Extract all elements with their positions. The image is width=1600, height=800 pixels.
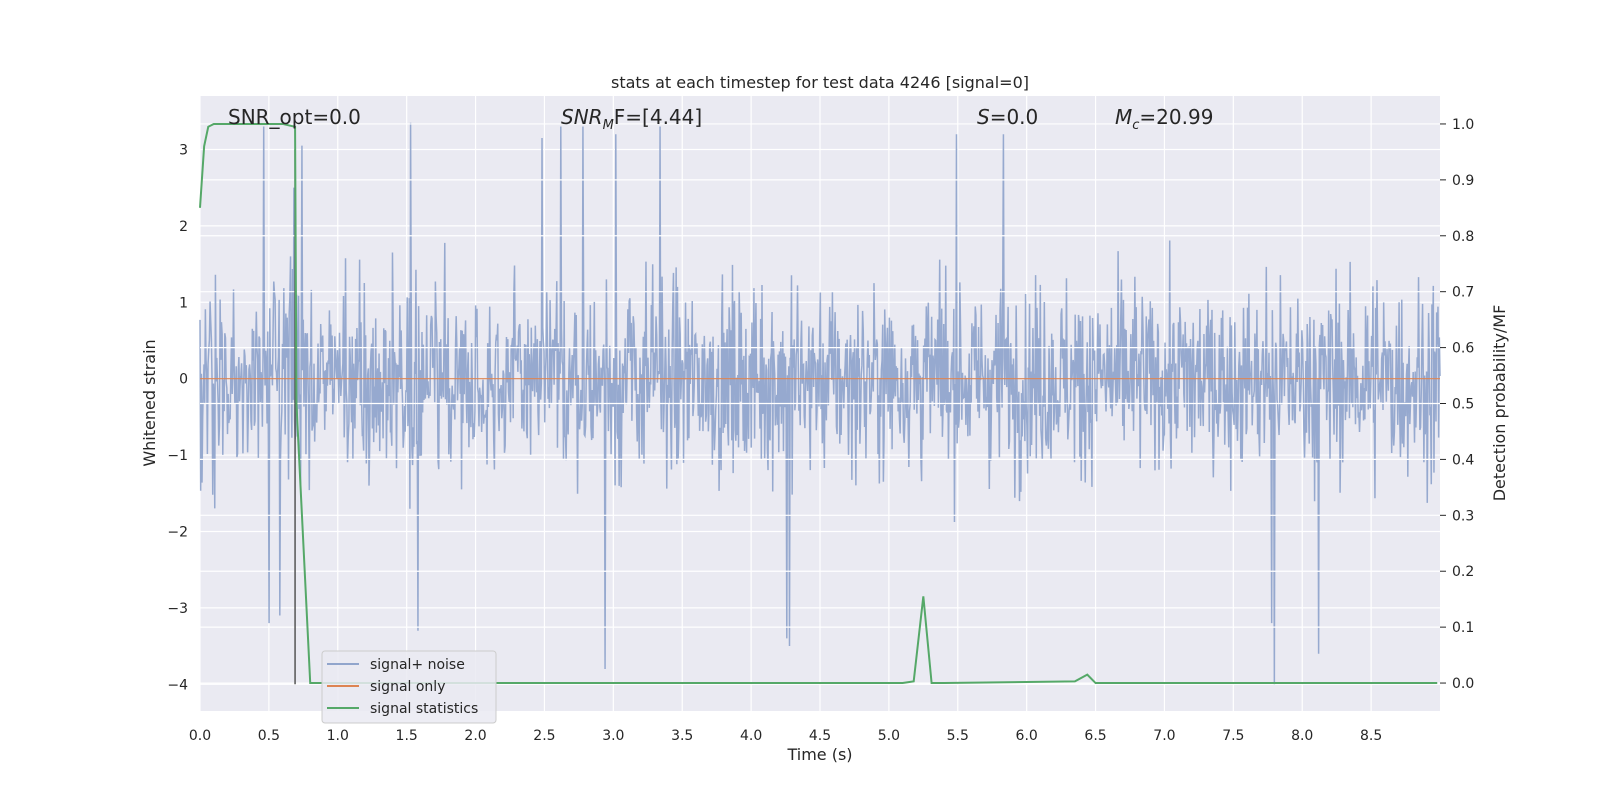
y-right-tick-label: 0.9	[1452, 173, 1474, 189]
y-right-tick-label: 0.0	[1452, 676, 1474, 692]
x-tick-label: 1.5	[396, 728, 418, 744]
annotation-mc: Mc=20.99	[1115, 105, 1213, 133]
x-tick-label: 8.0	[1291, 728, 1313, 744]
y-right-tick-marks	[1440, 123, 1446, 684]
annotation-s-main: S	[977, 105, 990, 129]
annotation-snr-mf-tail: F=[4.44]	[614, 105, 702, 129]
y-right-tick-label: 0.3	[1452, 508, 1474, 524]
x-tick-label: 0.5	[258, 728, 280, 744]
y-right-tick-labels: 0.0 0.1 0.2 0.3 0.4 0.5 0.6 0.7 0.8 0.9 1.0	[1452, 117, 1474, 692]
series-signal-noise-line	[199, 122, 1441, 685]
y-left-axis-title: Whitened strain	[140, 339, 159, 466]
annotation-s-tail: =0.0	[990, 105, 1039, 129]
y-right-axis-title: Detection probability/MF	[1490, 305, 1509, 502]
annotations: SNR_opt=0.0 SNRMF=[4.44] S=0.0 Mc=20.99	[228, 105, 1213, 133]
annotation-snr-mf: SNRMF=[4.44]	[561, 105, 702, 133]
y-right-tick-label: 0.7	[1452, 285, 1474, 301]
annotation-snr-opt: SNR_opt=0.0	[228, 105, 361, 129]
x-tick-label: 5.5	[947, 728, 969, 744]
annotation-mc-sub: c	[1132, 118, 1139, 133]
x-tick-label: 6.0	[1016, 728, 1038, 744]
x-tick-label: 7.0	[1153, 728, 1175, 744]
annotation-snr-mf-main: SNR	[561, 105, 603, 129]
legend-label-signal-statistics: signal statistics	[370, 701, 478, 717]
x-tick-label: 3.5	[671, 728, 693, 744]
x-tick-label: 5.0	[878, 728, 900, 744]
y-left-tick-label: −4	[167, 677, 188, 693]
x-tick-label: 6.5	[1084, 728, 1106, 744]
y-left-tick-labels: −4 −3 −2 −1 0 1 2 3	[167, 142, 188, 693]
legend-label-signal-noise: signal+ noise	[370, 657, 465, 673]
y-right-tick-label: 0.5	[1452, 397, 1474, 413]
y-right-tick-label: 0.1	[1452, 620, 1474, 636]
legend-box	[321, 650, 497, 724]
annotation-s: S=0.0	[977, 105, 1038, 129]
annotation-mc-tail: =20.99	[1139, 105, 1213, 129]
x-tick-label: 2.0	[464, 728, 486, 744]
x-tick-label: 3.0	[602, 728, 624, 744]
y-right-tick-label: 0.6	[1452, 341, 1474, 357]
annotation-snr-mf-sub: M	[603, 118, 614, 133]
x-tick-label: 0.0	[189, 728, 211, 744]
x-tick-label: 7.5	[1222, 728, 1244, 744]
x-tick-label: 1.0	[327, 728, 349, 744]
chart-title: stats at each timestep for test data 424…	[611, 73, 1029, 92]
y-left-tick-label: 0	[179, 372, 188, 388]
y-left-tick-label: −2	[167, 524, 188, 540]
x-tick-label: 4.5	[809, 728, 831, 744]
x-tick-label: 8.5	[1360, 728, 1382, 744]
y-left-tick-label: −3	[167, 601, 188, 617]
y-left-tick-label: 1	[179, 295, 188, 311]
annotation-mc-main: M	[1115, 105, 1132, 129]
x-tick-label: 4.0	[740, 728, 762, 744]
y-right-tick-label: 1.0	[1452, 117, 1474, 133]
legend: signal+ noise signal only signal statist…	[321, 650, 497, 724]
legend-label-signal-only: signal only	[370, 679, 445, 695]
x-tick-labels: 0.0 0.5 1.0 1.5 2.0 2.5 3.0 3.5 4.0 4.5 5.0 5.5 6.0 6…	[189, 728, 1382, 744]
y-right-tick-label: 0.4	[1452, 452, 1474, 468]
y-left-tick-label: −1	[167, 448, 188, 464]
signal-noise-series	[199, 122, 1441, 685]
y-right-tick-label: 0.2	[1452, 564, 1474, 580]
y-left-tick-label: 2	[179, 219, 188, 235]
x-tick-label: 2.5	[533, 728, 555, 744]
y-right-tick-label: 0.8	[1452, 229, 1474, 245]
x-axis-title: Time (s)	[786, 745, 852, 764]
y-left-tick-label: 3	[179, 142, 188, 158]
